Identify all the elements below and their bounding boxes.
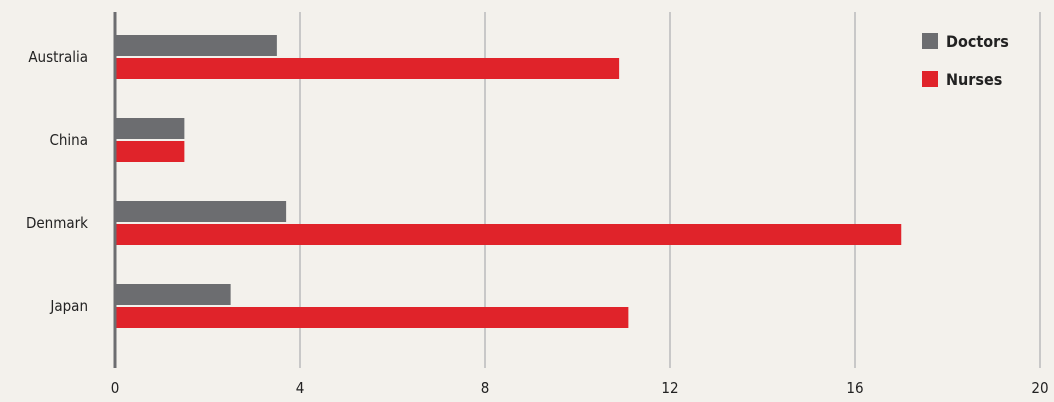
x-tick-label-12: 12 bbox=[661, 379, 678, 397]
legend-label-doctors: Doctors bbox=[946, 32, 1009, 51]
category-label-china: China bbox=[49, 131, 88, 149]
x-tick-label-8: 8 bbox=[481, 379, 490, 397]
x-tick-label-0: 0 bbox=[111, 379, 120, 397]
x-tick-label-16: 16 bbox=[846, 379, 863, 397]
x-tick-label-20: 20 bbox=[1031, 379, 1048, 397]
bar-denmark-nurses bbox=[115, 224, 902, 245]
bar-japan-doctors bbox=[115, 284, 231, 305]
legend-swatch-nurses bbox=[922, 71, 938, 87]
legend-swatch-doctors bbox=[922, 33, 938, 49]
legend-label-nurses: Nurses bbox=[946, 70, 1002, 89]
category-label-japan: Japan bbox=[49, 297, 88, 315]
category-label-australia: Australia bbox=[28, 48, 88, 66]
category-label-denmark: Denmark bbox=[26, 214, 88, 232]
x-tick-label-4: 4 bbox=[296, 379, 305, 397]
bar-japan-nurses bbox=[115, 307, 629, 328]
bar-australia-nurses bbox=[115, 58, 620, 79]
bar-australia-doctors bbox=[115, 35, 277, 56]
bar-denmark-doctors bbox=[115, 201, 287, 222]
bar-china-nurses bbox=[115, 141, 185, 162]
bar-china-doctors bbox=[115, 118, 185, 139]
